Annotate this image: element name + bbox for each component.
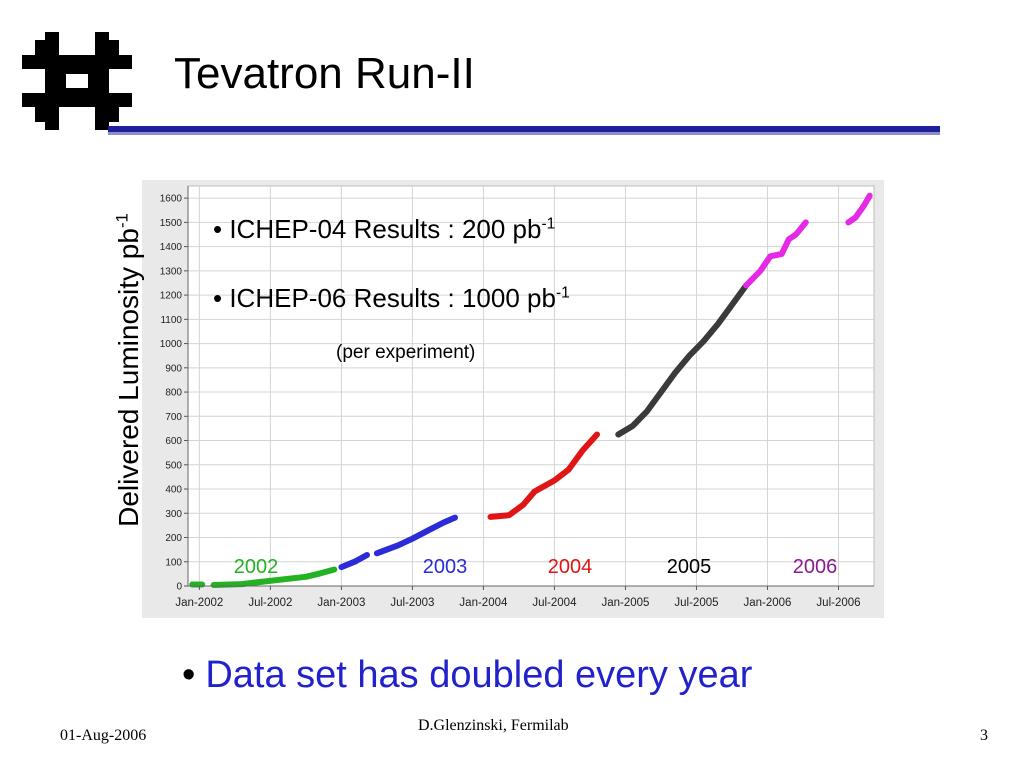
annotation-ichep06: • ICHEP-06 Results : 1000 pb-1: [213, 283, 570, 313]
x-tick-label: Jan-2006: [743, 597, 791, 609]
luminosity-chart: 0 100 200 300 400 500 600 700 800 900 1000 1100 1200…: [142, 180, 884, 618]
y-axis-label-wrap: Delivered Luminosity pb-1: [103, 180, 155, 560]
y-tick-label: 900: [165, 363, 182, 374]
y-tick-label: 600: [165, 436, 182, 447]
y-tick-label: 200: [165, 533, 182, 544]
year-label-2004: 2004: [548, 556, 593, 578]
x-tick-label: Jul-2002: [248, 597, 292, 609]
x-tick-label: Jul-2005: [674, 597, 718, 609]
annotation-ichep04-sup: -1: [541, 215, 556, 233]
page-number: 3: [980, 727, 988, 744]
series-line-2003: [373, 514, 458, 557]
annotation-per-experiment: (per experiment): [336, 342, 476, 363]
series-line-2002: [210, 566, 338, 588]
x-ticks: Jan-2002 Jul-2002 Jan-2003 Jul-2003 Jan-2004…: [175, 585, 874, 609]
slide-title: Tevatron Run-II: [174, 49, 475, 98]
y-tick-label: 1000: [160, 339, 183, 350]
y-tick-label: 800: [165, 388, 182, 399]
y-tick-label: 0: [176, 582, 182, 593]
title-rule-shadow: [108, 132, 940, 135]
plot-area: [187, 185, 875, 587]
y-tick-label: 100: [165, 557, 182, 568]
y-tick-label: 1200: [160, 291, 183, 302]
series-2002: [189, 566, 338, 588]
y-axis-label: Delivered Luminosity pb-1: [112, 213, 144, 527]
y-tick-label: 1600: [160, 194, 183, 205]
x-tick-label: Jan-2004: [459, 597, 508, 609]
year-label-2006: 2006: [793, 556, 838, 578]
y-tick-label: 1300: [160, 266, 183, 277]
y-tick-label: 400: [165, 485, 182, 496]
grid: [188, 186, 874, 587]
x-tick-label: Jan-2005: [601, 597, 649, 609]
y-tick-label: 1100: [160, 315, 182, 326]
series: [189, 192, 873, 588]
summary-bullet: • Data set has doubled every year: [182, 654, 752, 697]
footer-author: D.Glenzinski, Fermilab: [418, 717, 569, 734]
series-2004: [487, 431, 600, 520]
y-tick-label: 500: [165, 460, 182, 471]
footer-date: 01-Aug-2006: [60, 727, 147, 744]
bullet-dot: •: [182, 654, 196, 696]
x-tick-label: Jan-2002: [175, 597, 223, 609]
summary-bullet-text: Data set has doubled every year: [205, 654, 753, 696]
x-tick-label: Jul-2004: [532, 597, 577, 609]
annotation-ichep04: • ICHEP-04 Results : 200 pb-1: [213, 214, 556, 244]
y-ticks: 0 100 200 300 400 500 600 700 800 900 1000 1100 1200…: [160, 186, 189, 593]
series-2003: [338, 514, 458, 571]
series-2005: [615, 282, 750, 438]
title-rule: [108, 126, 940, 132]
year-label-2003: 2003: [423, 556, 468, 578]
fermilab-logo: [22, 32, 132, 130]
series-line-2005: [615, 282, 750, 438]
x-tick-label: Jul-2006: [816, 597, 860, 609]
series-line-2003: [338, 552, 370, 571]
y-tick-label: 1400: [160, 242, 183, 253]
series-line-2006: [845, 192, 873, 226]
x-tick-label: Jul-2003: [390, 597, 434, 609]
year-label-2005: 2005: [667, 556, 712, 578]
series-line-2006: [743, 219, 809, 289]
series-line-2004: [487, 431, 600, 520]
y-tick-label: 700: [165, 412, 182, 423]
y-tick-label: 300: [165, 509, 182, 520]
annotation-ichep06-sup: -1: [555, 284, 570, 302]
year-labels: 2002 2003 2004 2005 2006: [234, 556, 838, 578]
series-2006: [743, 192, 873, 289]
x-tick-label: Jan-2003: [317, 597, 365, 609]
year-label-2002: 2002: [234, 556, 279, 578]
y-axis-label-sup: -1: [112, 213, 132, 229]
y-tick-label: 1500: [160, 218, 183, 229]
